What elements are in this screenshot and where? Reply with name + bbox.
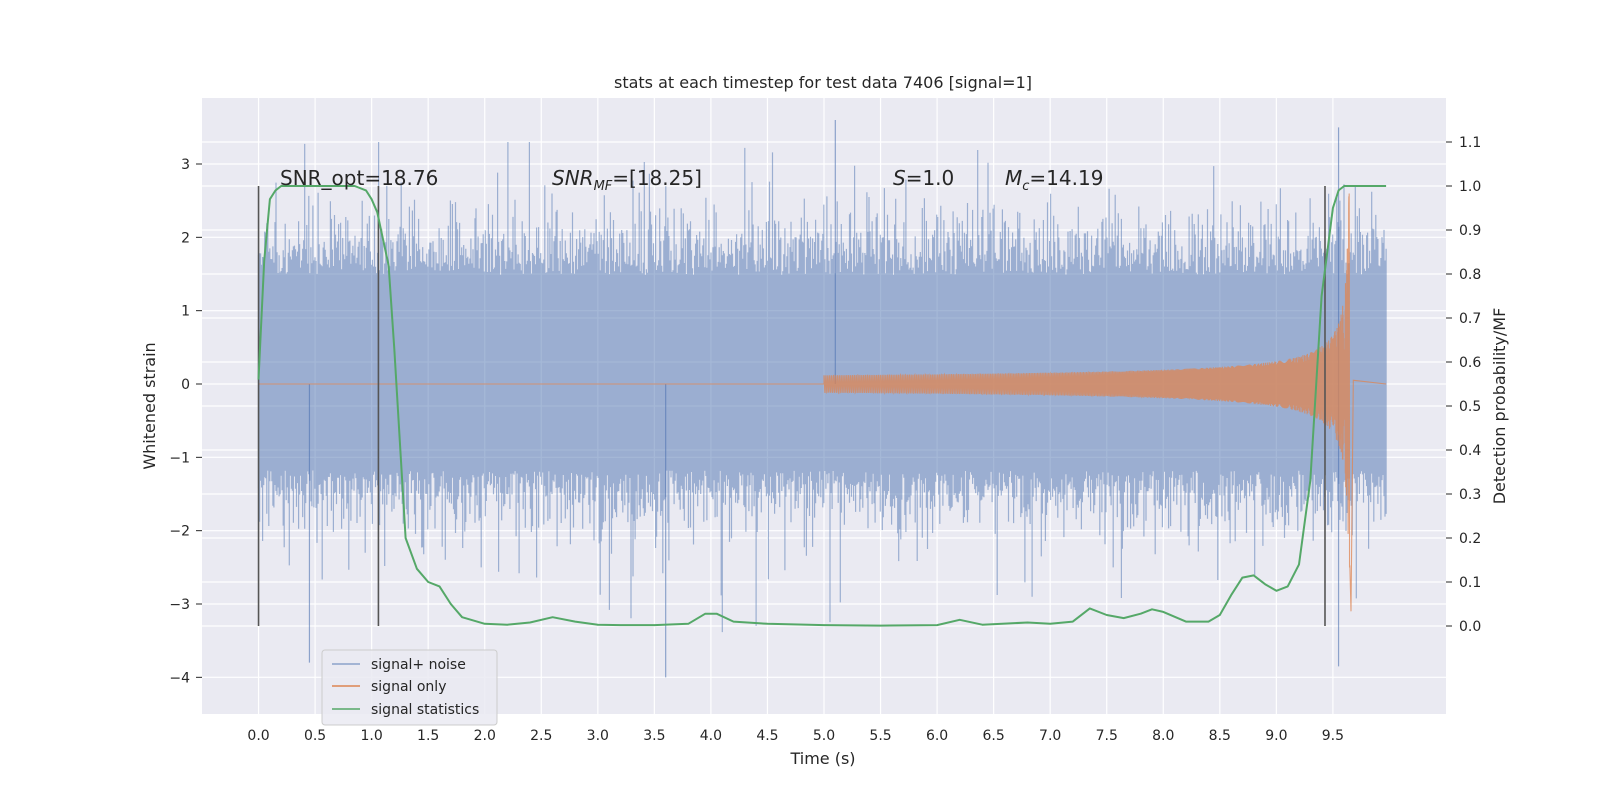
left-y-axis-ticks: −4 −3 −2 −1 0 1 2 3 [169, 157, 202, 686]
left-y-tick-label: −2 [169, 524, 190, 540]
x-tick-label: 3.5 [643, 728, 665, 744]
left-y-tick-label: −3 [169, 597, 190, 613]
left-y-axis-label: Whitened strain [140, 342, 159, 469]
vertical-markers [257, 186, 1326, 626]
x-tick-label: 7.5 [1096, 728, 1118, 744]
stats-line [257, 185, 1387, 627]
right-y-tick-label: 0.4 [1459, 443, 1481, 459]
s-value: =1.0 [906, 166, 955, 190]
x-tick-label: 1.5 [417, 728, 439, 744]
left-y-tick-label: 3 [181, 157, 190, 173]
right-y-tick-label: 0.8 [1459, 267, 1481, 283]
right-y-tick-label: 1.0 [1459, 179, 1481, 195]
chart-title: stats at each timestep for test data 740… [614, 73, 1032, 92]
mc-annotation: Mc=14.19 [1005, 166, 1103, 194]
x-tick-label: 2.0 [474, 728, 496, 744]
mc-sub: c [1022, 179, 1029, 194]
x-tick-label: 8.0 [1152, 728, 1174, 744]
x-axis-label: Time (s) [789, 749, 855, 768]
x-tick-label: 0.0 [247, 728, 269, 744]
right-y-tick-label: 0.3 [1459, 487, 1481, 503]
snr-mf-sub: MF [594, 179, 613, 194]
x-tick-label: 0.5 [304, 728, 326, 744]
legend: signal+ noise signal only signal statist… [321, 649, 498, 726]
x-tick-label: 4.5 [756, 728, 778, 744]
right-y-tick-label: 0.5 [1459, 399, 1481, 415]
x-tick-label: 5.5 [869, 728, 891, 744]
right-y-tick-label: 0.1 [1459, 575, 1481, 591]
left-y-tick-label: 2 [181, 230, 190, 246]
mc-value: =14.19 [1029, 166, 1103, 190]
x-tick-label: 6.5 [983, 728, 1005, 744]
mc-main: M [1005, 166, 1022, 190]
x-tick-label: 5.0 [813, 728, 835, 744]
snr-mf-annotation: SNRMF=[18.25] [552, 166, 702, 194]
right-y-tick-label: 0.7 [1459, 311, 1481, 327]
snr-mf-value: =[18.25] [612, 166, 702, 190]
signal-only-series [258, 193, 1387, 612]
legend-label-noise: signal+ noise [371, 657, 466, 673]
s-main: S [893, 166, 906, 190]
x-tick-label: 1.0 [361, 728, 383, 744]
left-y-tick-label: 1 [181, 304, 190, 320]
legend-box [321, 649, 498, 726]
x-tick-label: 2.5 [530, 728, 552, 744]
x-tick-label: 7.0 [1039, 728, 1061, 744]
signal-statistics-series [257, 185, 1387, 627]
right-y-tick-label: 0.2 [1459, 531, 1481, 547]
left-y-tick-label: −1 [169, 450, 190, 466]
right-y-tick-label: 0.0 [1459, 619, 1481, 635]
x-tick-label: 3.0 [587, 728, 609, 744]
x-tick-label: 6.0 [926, 728, 948, 744]
annotations: SNR_opt=18.76 SNRMF=[18.25] S=1.0 Mc=14.… [280, 166, 1103, 194]
right-y-axis-label: Detection probability/MF [1490, 308, 1509, 505]
snr-mf-main: SNR [552, 166, 594, 190]
x-tick-label: 9.0 [1265, 728, 1287, 744]
x-tick-label: 4.0 [700, 728, 722, 744]
right-y-tick-label: 1.1 [1459, 135, 1481, 151]
signal-trace [258, 193, 1387, 612]
snr-opt-annotation: SNR_opt=18.76 [280, 166, 438, 190]
right-y-tick-label: 0.9 [1459, 223, 1481, 239]
x-axis-ticks: 0.0 0.5 1.0 1.5 2.0 2.5 3.0 3.5 4.0 4.5 5.0 5.5 6.0 6… [247, 728, 1344, 744]
left-y-tick-label: 0 [181, 377, 190, 393]
right-y-tick-label: 0.6 [1459, 355, 1481, 371]
x-tick-label: 9.5 [1322, 728, 1344, 744]
right-y-axis-ticks: 0.0 0.1 0.2 0.3 0.4 0.5 0.6 0.7 0.8 0.9 1.0 1.1 [1446, 135, 1481, 635]
s-annotation: S=1.0 [893, 166, 954, 190]
legend-label-signal: signal only [371, 679, 446, 695]
left-y-tick-label: −4 [169, 670, 190, 686]
x-tick-label: 8.5 [1209, 728, 1231, 744]
legend-label-stats: signal statistics [371, 702, 479, 718]
